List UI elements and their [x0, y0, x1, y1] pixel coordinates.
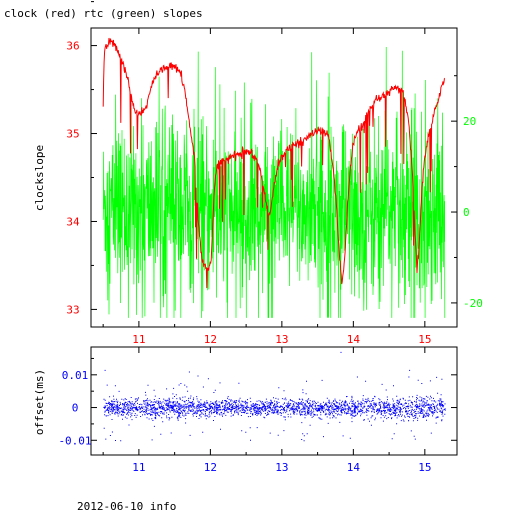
bottom-panel-frame [90, 346, 458, 456]
bottom-x-tick-label: 11 [132, 461, 145, 474]
bottom-x-tick-label: 12 [204, 461, 217, 474]
left-tick-label: 34 [66, 215, 80, 228]
top-panel-left-ticks: 33 34 35 36 [66, 1, 97, 316]
x-tick-label: 13 [275, 333, 288, 346]
offset-tick-label: -0.01 [58, 434, 91, 447]
x-tick-label: 15 [418, 333, 431, 346]
left-tick-label: 35 [66, 128, 79, 141]
rtc-slope-line [102, 46, 446, 318]
right-tick-label: -20 [463, 297, 483, 310]
left-tick-label: 36 [66, 40, 79, 53]
offset-points [103, 351, 446, 442]
bottom-panel-offset-series [103, 351, 446, 442]
footer-info: 2012-06-10 info [77, 500, 176, 512]
top-panel-ylabel: clockslope [33, 145, 46, 211]
offset-tick-label: 0.01 [62, 369, 89, 382]
top-panel-right-ticks: -20 0 20 [451, 75, 483, 310]
left-tick-label: 33 [66, 303, 79, 316]
bottom-panel-x-ticks: 11 12 13 14 15 [102, 347, 431, 474]
bottom-x-tick-label: 14 [347, 461, 361, 474]
top-panel-x-ticks: 11 12 13 14 15 [102, 28, 431, 346]
top-panel: 33 34 35 36 -20 0 20 11 12 13 14 15 clockslope [33, 1, 483, 346]
x-tick-label: 11 [132, 333, 145, 346]
x-tick-label: 14 [347, 333, 361, 346]
bottom-x-tick-label: 15 [418, 461, 431, 474]
top-panel-rtc-series [102, 46, 446, 318]
top-panel-clock-series [102, 37, 446, 289]
bottom-panel-left-ticks: -0.01 0 0.01 [58, 357, 457, 447]
bottom-panel: -0.01 0 0.01 11 12 13 14 15 offset(ms) [33, 346, 458, 474]
right-tick-label: 20 [463, 115, 476, 128]
x-tick-label: 12 [204, 333, 217, 346]
bottom-x-tick-label: 13 [275, 461, 288, 474]
bottom-panel-ylabel: offset(ms) [33, 369, 46, 435]
chart-title: clock (red) rtc (green) slopes [4, 7, 203, 20]
clock-slope-line [102, 37, 446, 289]
offset-tick-label: 0 [72, 402, 79, 415]
right-tick-label: 0 [463, 206, 470, 219]
